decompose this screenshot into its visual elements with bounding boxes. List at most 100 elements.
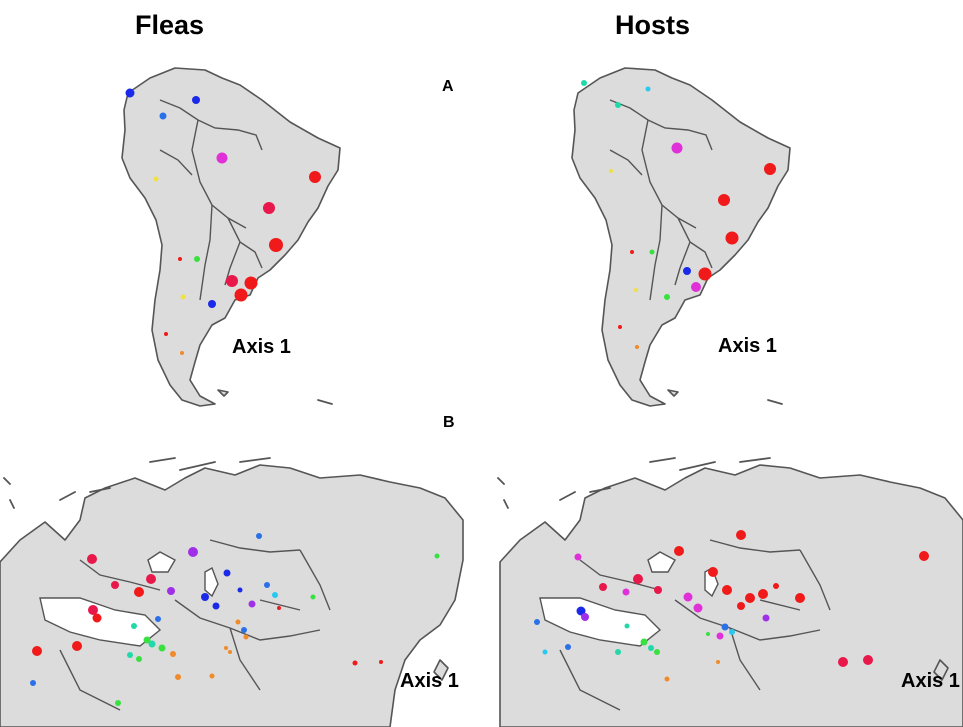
sample-point xyxy=(863,655,873,665)
sample-point xyxy=(248,600,256,608)
sample-point xyxy=(919,551,929,561)
sample-point xyxy=(224,646,228,650)
sample-point xyxy=(192,96,200,104)
sample-point xyxy=(241,627,247,633)
sample-point xyxy=(664,294,670,300)
sample-point xyxy=(640,638,648,646)
sample-point xyxy=(125,88,135,98)
sample-point xyxy=(237,587,243,593)
sample-point xyxy=(148,640,156,648)
axis-label-hosts-sa: Axis 1 xyxy=(718,335,777,357)
sample-point xyxy=(263,202,275,214)
axis-label-fleas-sa: Axis 1 xyxy=(232,336,291,358)
sample-point xyxy=(599,583,607,591)
sample-point xyxy=(716,660,720,664)
sample-point xyxy=(664,676,670,682)
sample-point xyxy=(838,657,848,667)
sample-point xyxy=(310,594,316,600)
sample-point xyxy=(111,581,119,589)
sample-point xyxy=(216,152,228,164)
fleas-eurasia-points xyxy=(30,533,440,706)
sample-point xyxy=(158,644,166,652)
sample-point xyxy=(352,660,358,666)
sample-point xyxy=(194,256,200,262)
sample-point xyxy=(654,586,662,594)
sample-point xyxy=(226,275,238,287)
sample-point xyxy=(706,632,710,636)
sample-point xyxy=(264,582,270,588)
sample-point xyxy=(170,651,176,657)
sample-point xyxy=(773,583,779,589)
hosts-column-title: Hosts xyxy=(615,10,691,40)
sample-point xyxy=(208,300,216,308)
sample-point xyxy=(725,231,739,245)
sample-point xyxy=(565,644,571,650)
sample-point xyxy=(683,267,691,275)
sample-point xyxy=(209,673,215,679)
sample-point xyxy=(277,606,281,610)
sample-point xyxy=(146,574,156,584)
sample-point xyxy=(683,592,693,602)
sample-point xyxy=(721,623,729,631)
panel-label-b: B xyxy=(443,414,455,431)
sample-point xyxy=(256,533,262,539)
sample-point xyxy=(201,593,209,601)
sample-point xyxy=(131,623,137,629)
sample-point xyxy=(691,282,701,292)
hosts-sa-points xyxy=(581,80,776,349)
sample-point xyxy=(115,700,121,706)
sample-point xyxy=(223,569,231,577)
sample-point xyxy=(722,585,732,595)
sample-point xyxy=(143,636,151,644)
sample-point xyxy=(762,614,770,622)
sample-point xyxy=(178,257,182,261)
sample-point xyxy=(269,238,283,252)
sample-point xyxy=(693,603,703,613)
sample-point xyxy=(581,80,587,86)
sample-point xyxy=(92,613,102,623)
sample-point xyxy=(648,645,654,651)
sample-point xyxy=(272,592,278,598)
sample-point xyxy=(88,605,98,615)
sample-point xyxy=(736,530,746,540)
sample-point xyxy=(228,650,232,654)
sample-point xyxy=(581,613,589,621)
sample-point xyxy=(167,587,175,595)
sample-point xyxy=(708,567,718,577)
sample-point xyxy=(633,574,643,584)
sample-point xyxy=(654,649,660,655)
sample-point xyxy=(235,619,241,625)
sample-point xyxy=(136,656,142,662)
sample-point xyxy=(234,288,248,302)
sample-point xyxy=(718,194,730,206)
axis-label-fleas-eurasia: Axis 1 xyxy=(400,670,459,692)
sample-point xyxy=(758,589,768,599)
sample-point xyxy=(737,602,745,610)
sample-point xyxy=(674,546,684,556)
hosts-eurasia-points xyxy=(534,530,929,682)
sample-point xyxy=(188,547,198,557)
sample-point xyxy=(155,616,161,622)
sample-point xyxy=(434,553,440,559)
eurasia-map-fleas xyxy=(0,457,464,727)
sample-point xyxy=(576,606,586,616)
sample-point xyxy=(212,602,220,610)
sample-point xyxy=(764,163,776,175)
sample-point xyxy=(164,332,168,336)
sample-point xyxy=(618,325,622,329)
south-america-map-hosts xyxy=(571,67,791,407)
sample-point xyxy=(634,288,638,292)
axis-label-hosts-eurasia: Axis 1 xyxy=(901,670,960,692)
sample-point xyxy=(609,169,613,173)
fleas-column-title: Fleas xyxy=(135,10,205,40)
sample-point xyxy=(624,623,630,629)
sample-point xyxy=(153,176,159,182)
sample-point xyxy=(698,267,712,281)
sample-point xyxy=(180,351,184,355)
sample-point xyxy=(134,587,144,597)
sample-point xyxy=(72,641,82,651)
sample-point xyxy=(729,629,735,635)
sample-point xyxy=(630,250,634,254)
sample-point xyxy=(645,86,651,92)
